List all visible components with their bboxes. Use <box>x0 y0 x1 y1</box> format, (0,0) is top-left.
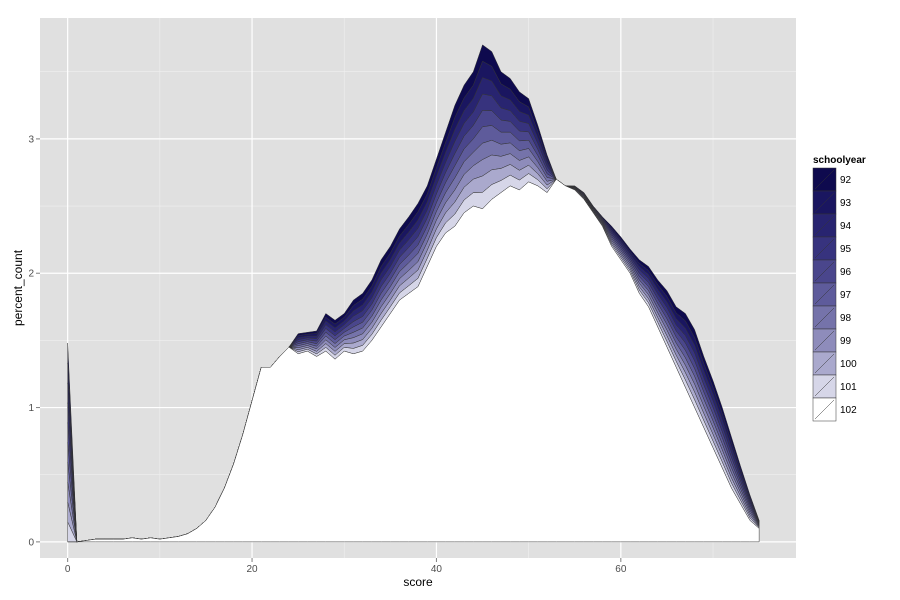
legend-item-100: 100 <box>812 351 857 376</box>
legend-item-93: 93 <box>812 190 852 215</box>
legend-item-98: 98 <box>812 305 852 330</box>
axis-ticks: 0 20 40 60 0 1 2 3 <box>28 134 626 575</box>
legend-swatch-slash <box>814 192 835 213</box>
legend-swatch-slash <box>814 261 835 282</box>
legend-label: 100 <box>840 359 857 370</box>
legend-swatch-slash <box>814 307 835 328</box>
legend-label: 99 <box>840 336 852 347</box>
x-tick-label: 20 <box>246 564 258 575</box>
legend-label: 93 <box>840 198 852 209</box>
legend-swatch-slash <box>814 399 835 420</box>
legend-label: 95 <box>840 244 852 255</box>
x-tick-label: 60 <box>615 564 627 575</box>
area-layers <box>67 44 760 543</box>
legend-swatch-slash <box>814 376 835 397</box>
legend-swatch-slash <box>814 330 835 351</box>
legend-item-94: 94 <box>812 213 852 238</box>
legend-item-97: 97 <box>812 282 852 307</box>
legend-swatch-slash <box>814 353 835 374</box>
y-tick-label: 2 <box>28 269 34 280</box>
legend-label: 92 <box>840 175 852 186</box>
y-tick-label: 1 <box>28 403 34 414</box>
area-series-102 <box>67 178 760 543</box>
legend-swatch-slash <box>814 238 835 259</box>
legend-label: 94 <box>840 221 852 232</box>
legend-title: schoolyear <box>813 155 866 166</box>
legend-label: 102 <box>840 405 857 416</box>
legend: schoolyear 92 93 94 95 96 97 98 99 100 101 102 <box>812 155 866 422</box>
legend-item-101: 101 <box>812 374 857 399</box>
x-axis-title: score <box>403 575 433 589</box>
legend-item-95: 95 <box>812 236 852 261</box>
legend-swatch-slash <box>814 169 835 190</box>
y-tick-label: 3 <box>28 134 34 145</box>
x-tick-label: 0 <box>65 564 71 575</box>
y-tick-label: 0 <box>28 537 34 548</box>
y-axis-title: percent_count <box>11 249 25 326</box>
legend-swatch-slash <box>814 284 835 305</box>
legend-keys: 92 93 94 95 96 97 98 99 100 101 102 <box>812 167 857 422</box>
legend-item-99: 99 <box>812 328 852 353</box>
legend-item-96: 96 <box>812 259 852 284</box>
x-tick-label: 40 <box>431 564 443 575</box>
legend-label: 97 <box>840 290 852 301</box>
legend-item-92: 92 <box>812 167 852 192</box>
legend-label: 101 <box>840 382 857 393</box>
legend-item-102: 102 <box>812 397 857 422</box>
legend-swatch-slash <box>814 215 835 236</box>
legend-label: 96 <box>840 267 852 278</box>
legend-label: 98 <box>840 313 852 324</box>
